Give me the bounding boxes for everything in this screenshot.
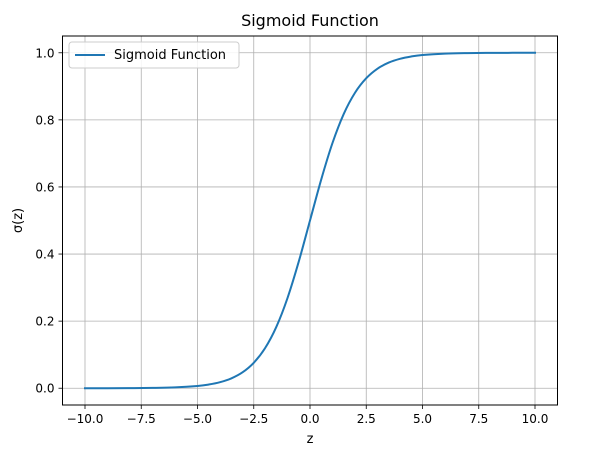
x-tick-label: −10.0	[67, 412, 104, 426]
x-tick-label: −7.5	[127, 412, 156, 426]
y-tick-label: 0.2	[35, 315, 54, 329]
grid	[62, 36, 558, 405]
series-layer	[83, 51, 537, 390]
x-tick-label: 10.0	[522, 412, 549, 426]
y-tick-label: 0.4	[35, 248, 54, 262]
y-tick-label: 0.8	[35, 113, 54, 127]
y-tick-label: 1.0	[35, 46, 54, 60]
y-tick-label: 0.0	[35, 382, 54, 396]
y-axis-label: σ(z)	[11, 208, 26, 233]
legend-label-sigmoid: Sigmoid Function	[114, 48, 226, 63]
y-axis-ticks: 0.0 0.2 0.4 0.6 0.8 1.0	[35, 46, 63, 396]
x-axis-label: z	[307, 432, 314, 447]
x-axis-ticks: −10.0 −7.5 −5.0 −2.5 0.0 2.5 5.0 7.5 10.0	[67, 405, 549, 426]
series-line-sigmoid	[83, 51, 537, 390]
x-tick-label: −5.0	[183, 412, 212, 426]
x-tick-label: 2.5	[357, 412, 376, 426]
legend: Sigmoid Function	[68, 41, 240, 69]
y-tick-label: 0.6	[35, 180, 54, 194]
x-tick-label: 7.5	[469, 412, 488, 426]
x-tick-label: 0.0	[300, 412, 319, 426]
x-tick-label: 5.0	[413, 412, 432, 426]
chart-title: Sigmoid Function	[241, 11, 379, 30]
legend-box	[68, 41, 240, 69]
x-tick-label: −2.5	[239, 412, 268, 426]
